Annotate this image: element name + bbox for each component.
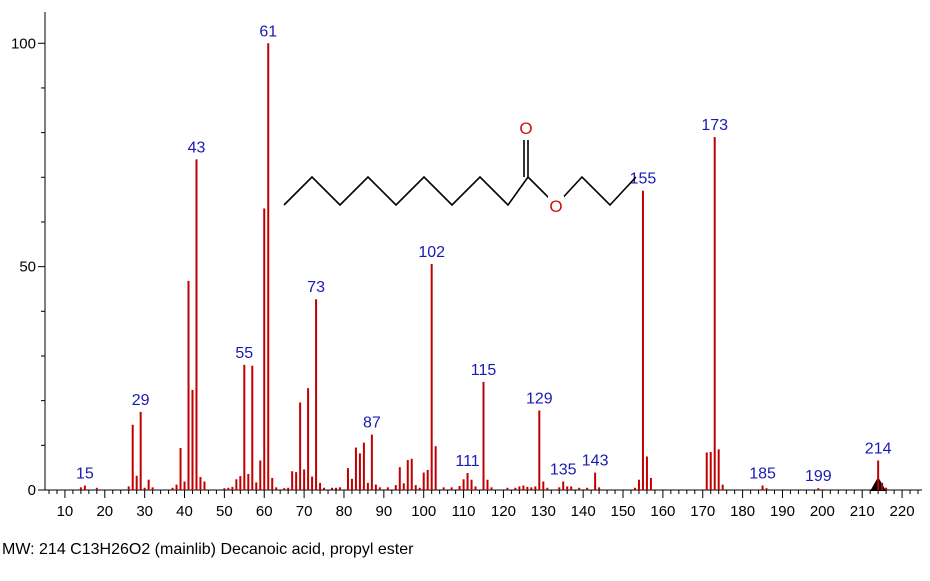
x-tick-label: 120 bbox=[491, 503, 516, 520]
y-tick-label: 50 bbox=[19, 259, 36, 276]
x-tick-label: 90 bbox=[375, 503, 392, 520]
x-tick-label: 220 bbox=[890, 503, 915, 520]
peak-label: 199 bbox=[805, 468, 832, 485]
peak-label: 115 bbox=[471, 362, 497, 379]
x-tick-label: 170 bbox=[690, 503, 715, 520]
x-tick-label: 70 bbox=[296, 503, 313, 520]
compound-caption: MW: 214 C13H26O2 (mainlib) Decanoic acid… bbox=[2, 541, 414, 558]
x-tick-label: 200 bbox=[810, 503, 835, 520]
peak-label: 61 bbox=[259, 23, 277, 40]
y-tick-label: 100 bbox=[11, 35, 36, 52]
x-tick-label: 110 bbox=[452, 503, 476, 520]
peak-label: 173 bbox=[701, 117, 728, 134]
x-tick-label: 60 bbox=[256, 503, 273, 520]
peak-label: 29 bbox=[132, 392, 150, 409]
peak-label: 43 bbox=[188, 139, 206, 156]
x-tick-label: 180 bbox=[730, 503, 755, 520]
structure-bonds bbox=[283, 175, 637, 207]
peak-label: 143 bbox=[582, 453, 609, 470]
x-tick-label: 40 bbox=[176, 503, 193, 520]
structure-carbonyl-oxygen: O bbox=[519, 119, 532, 138]
y-tick-label: 0 bbox=[28, 482, 36, 499]
x-tick-label: 190 bbox=[770, 503, 795, 520]
peak-label: 135 bbox=[550, 462, 577, 479]
x-tick-label: 140 bbox=[571, 503, 596, 520]
x-tick-label: 130 bbox=[531, 503, 556, 520]
mass-spectrum-chart: 0 50 100 10 20 30 40 50 60 70 80 90 100 110 120 130 140 1… bbox=[11, 12, 922, 520]
peak-label: 55 bbox=[235, 345, 253, 362]
axes: 0 50 100 10 20 30 40 50 60 70 80 90 100 110 120 130 140 1… bbox=[11, 12, 922, 520]
x-tick-label: 150 bbox=[611, 503, 636, 520]
x-tick-label: 10 bbox=[57, 503, 74, 520]
structure-ester-oxygen: O bbox=[549, 197, 562, 216]
peak-label: 87 bbox=[363, 415, 381, 432]
x-tick-label: 210 bbox=[850, 503, 875, 520]
x-tick-label: 80 bbox=[336, 503, 353, 520]
peak-label: 129 bbox=[526, 390, 553, 407]
x-tick-label: 160 bbox=[650, 503, 675, 520]
x-tick-label: 30 bbox=[136, 503, 153, 520]
peak-label: 111 bbox=[455, 453, 479, 470]
peak-label: 155 bbox=[630, 171, 657, 188]
x-tick-label: 20 bbox=[96, 503, 113, 520]
peak-bars bbox=[79, 43, 888, 490]
peak-label: 185 bbox=[749, 466, 776, 483]
x-tick-label: 100 bbox=[411, 503, 436, 520]
peak-label: 214 bbox=[865, 441, 892, 458]
x-tick-label: 50 bbox=[216, 503, 233, 520]
peak-label: 15 bbox=[76, 466, 94, 483]
peak-labels: 15 29 43 55 61 73 87 102 111 115 129 135 143 155 173 18… bbox=[76, 23, 892, 485]
peak-label: 73 bbox=[307, 279, 325, 296]
peak-label: 102 bbox=[418, 244, 445, 261]
molecular-structure: O O bbox=[283, 119, 637, 216]
